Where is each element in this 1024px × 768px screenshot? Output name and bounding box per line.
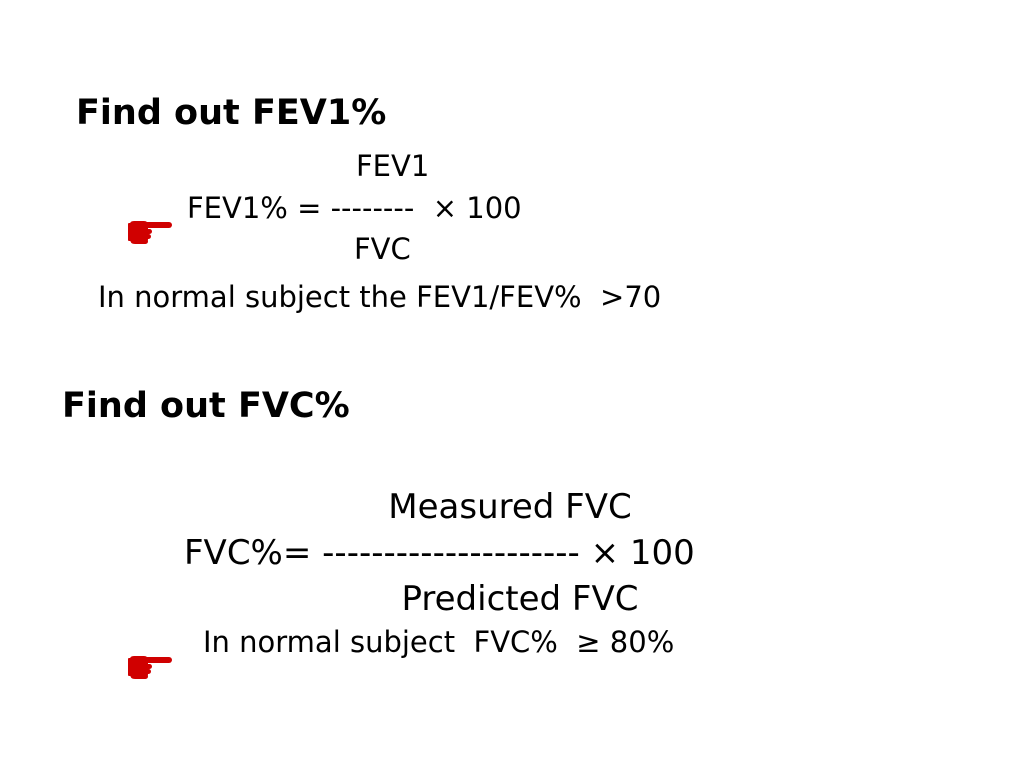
fvc-formula-numerator: Measured FVC xyxy=(388,487,632,527)
fvc-heading: Find out FVC% xyxy=(62,386,350,426)
fvc-formula-line: FVC%= --------------------- × 100 xyxy=(184,533,695,573)
pointing-hand-icon xyxy=(128,620,176,679)
fev1-formula-numerator: FEV1 xyxy=(356,149,430,183)
pointing-hand-icon xyxy=(128,185,176,244)
fvc-normal-note: In normal subject FVC% ≥ 80% xyxy=(203,625,675,659)
fev1-formula-denominator: FVC xyxy=(354,232,411,266)
fvc-formula-denominator: Predicted FVC xyxy=(401,579,639,619)
fev1-formula-line: FEV1% = -------- × 100 xyxy=(187,191,522,225)
fev1-heading: Find out FEV1% xyxy=(76,93,387,133)
fev1-normal-note: In normal subject the FEV1/FEV% >70 xyxy=(98,280,662,314)
